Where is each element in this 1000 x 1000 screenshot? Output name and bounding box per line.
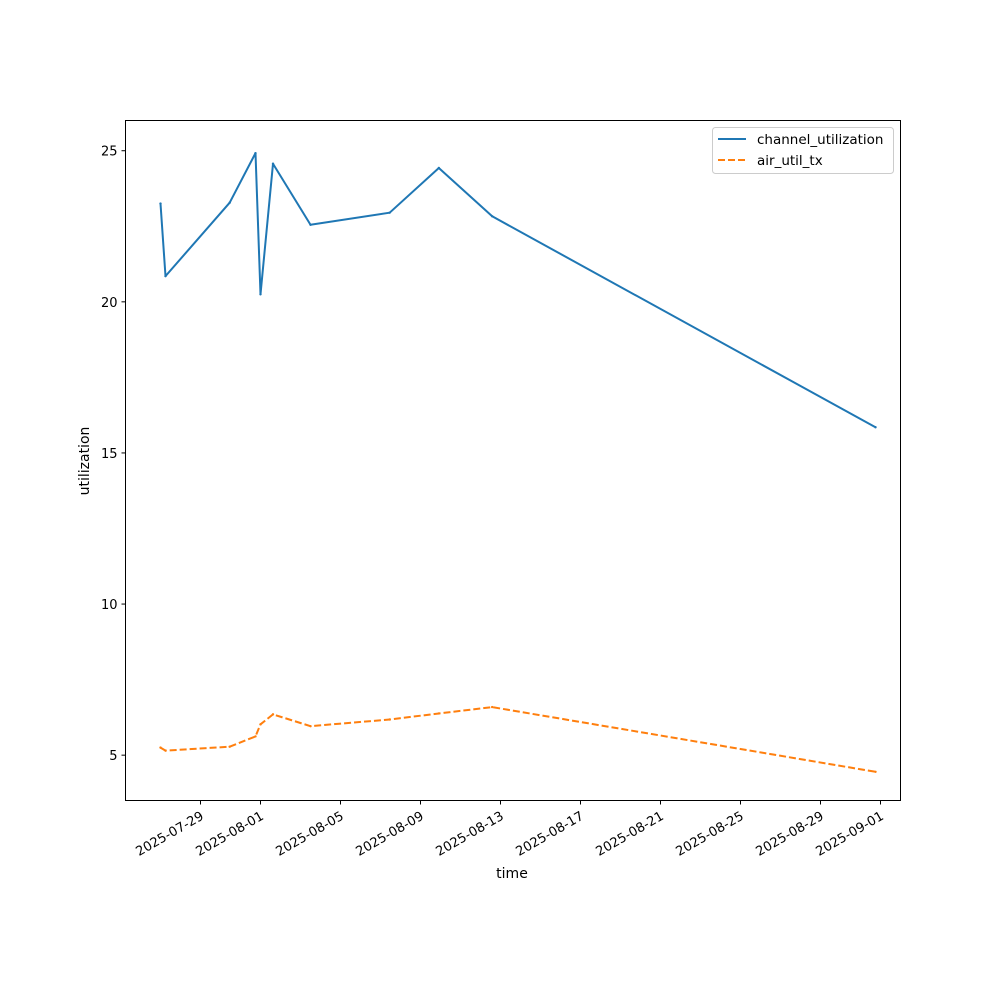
x-tick-label: 2025-08-01	[194, 809, 267, 860]
x-tick-label: 2025-08-21	[594, 809, 667, 860]
data-point-air-util-tx	[388, 718, 391, 721]
x-tick-label: 2025-08-09	[354, 809, 427, 860]
data-point-channel-utilization	[259, 293, 262, 296]
data-point-channel-utilization	[437, 166, 441, 170]
data-point-channel-utilization	[874, 426, 877, 429]
data-point-air-util-tx	[490, 705, 494, 709]
legend: channel_utilization air_util_tx	[712, 127, 894, 174]
y-tick-label: 25	[101, 145, 118, 160]
data-point-channel-utilization	[490, 215, 494, 218]
x-axis-label: time	[496, 866, 528, 882]
y-axis-label: utilization	[77, 427, 93, 496]
x-tick-label: 2025-08-25	[674, 809, 747, 860]
data-point-air-util-tx	[159, 746, 162, 749]
data-point-air-util-tx	[254, 735, 257, 738]
y-tick-label: 20	[101, 296, 118, 311]
data-point-air-util-tx	[164, 749, 167, 752]
data-point-air-util-tx	[437, 712, 441, 715]
plot-frame	[125, 120, 901, 801]
series-line-air-util-tx	[159, 706, 876, 773]
data-point-air-util-tx	[271, 713, 275, 716]
y-tick-label: 5	[109, 749, 117, 764]
data-point-channel-utilization	[388, 211, 391, 214]
data-point-air-util-tx	[309, 724, 312, 728]
x-tick-label: 2025-08-05	[274, 809, 347, 860]
data-point-channel-utilization	[228, 201, 231, 204]
series-layer	[159, 151, 877, 773]
x-tick-label: 2025-08-13	[434, 809, 507, 860]
y-tick-label: 10	[101, 598, 118, 613]
legend-label-air-util-tx: air_util_tx	[757, 153, 823, 169]
data-point-channel-utilization	[254, 151, 257, 155]
series-line-channel-utilization	[159, 152, 876, 429]
x-tick-label: 2025-08-17	[514, 809, 587, 860]
data-point-channel-utilization	[271, 162, 275, 165]
x-tick-label: 2025-09-01	[814, 809, 887, 860]
y-tick-label: 15	[101, 447, 118, 462]
data-point-channel-utilization	[159, 202, 162, 205]
data-point-air-util-tx	[259, 723, 262, 726]
data-point-air-util-tx	[228, 745, 231, 748]
data-point-air-util-tx	[874, 770, 877, 773]
data-point-channel-utilization	[164, 274, 167, 278]
legend-label-channel-utilization: channel_utilization	[757, 132, 884, 148]
data-point-channel-utilization	[309, 223, 312, 226]
legend-box	[712, 127, 894, 174]
y-axis: 5 10 15 20 25	[101, 145, 126, 764]
